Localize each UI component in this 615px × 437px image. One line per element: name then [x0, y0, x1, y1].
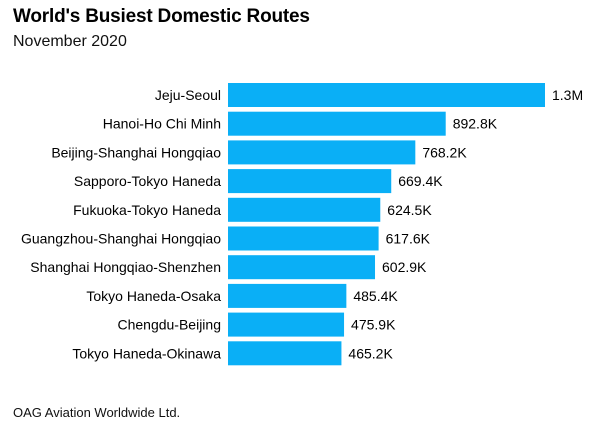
chart-subtitle: November 2020: [13, 33, 127, 50]
bar: [228, 312, 345, 337]
category-label: Chengdu-Beijing: [117, 317, 221, 333]
bar: [228, 140, 416, 165]
bar: [228, 197, 381, 222]
category-label: Fukuoka-Tokyo Haneda: [73, 202, 221, 218]
chart-title: World's Busiest Domestic Routes: [13, 6, 310, 27]
value-label: 1.3M: [552, 87, 583, 103]
value-label: 624.5K: [387, 202, 432, 218]
bar: [228, 255, 376, 280]
bar: [228, 169, 392, 194]
bar: [228, 341, 342, 366]
bar: [228, 111, 446, 136]
value-label: 768.2K: [422, 144, 467, 160]
bar: [228, 83, 545, 107]
value-label: 617.6K: [386, 231, 431, 247]
value-label: 475.9K: [351, 317, 396, 333]
category-label: Beijing-Shanghai Hongqiao: [51, 144, 221, 160]
bar: [228, 283, 347, 308]
bar: [228, 226, 379, 251]
category-label: Shanghai Hongqiao-Shenzhen: [30, 259, 221, 275]
value-label: 602.9K: [382, 259, 427, 275]
category-label: Jeju-Seoul: [155, 87, 221, 103]
category-label: Tokyo Haneda-Okinawa: [72, 345, 221, 361]
category-label: Sapporo-Tokyo Haneda: [74, 173, 221, 189]
category-label: Tokyo Haneda-Osaka: [86, 288, 221, 304]
category-label: Guangzhou-Shanghai Hongqiao: [21, 231, 221, 247]
category-label: Hanoi-Ho Chi Minh: [103, 116, 221, 132]
source-note: OAG Aviation Worldwide Ltd.: [13, 405, 181, 420]
value-label: 892.8K: [453, 116, 498, 132]
value-label: 485.4K: [353, 288, 398, 304]
value-label: 465.2K: [348, 345, 393, 361]
value-label: 669.4K: [398, 173, 443, 189]
